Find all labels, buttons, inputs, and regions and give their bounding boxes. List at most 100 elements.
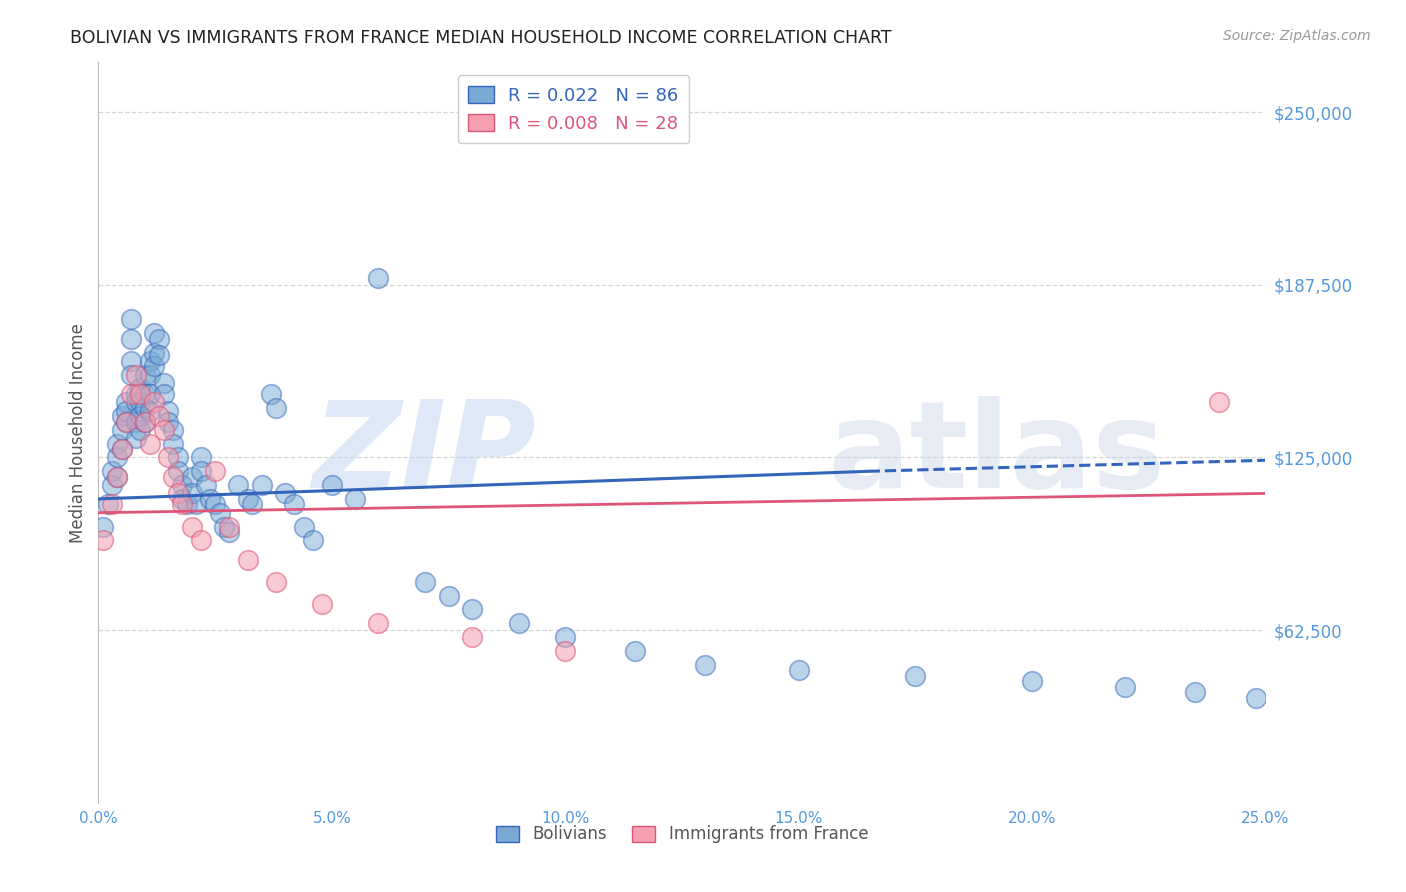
Point — [180, 486, 202, 500]
Point — [264, 401, 287, 415]
Point — [148, 332, 170, 346]
Point — [120, 312, 142, 326]
Point — [111, 423, 134, 437]
Point — [143, 326, 166, 341]
Point — [166, 450, 188, 465]
Point — [157, 450, 180, 465]
Point — [172, 478, 194, 492]
Point — [264, 574, 287, 589]
Point — [461, 630, 484, 644]
Point — [176, 498, 198, 512]
Point — [115, 415, 138, 429]
Text: Source: ZipAtlas.com: Source: ZipAtlas.com — [1223, 29, 1371, 43]
Point — [162, 423, 184, 437]
Point — [302, 533, 325, 548]
Point — [148, 348, 170, 362]
Point — [190, 450, 212, 465]
Point — [152, 376, 174, 390]
Point — [250, 478, 273, 492]
Point — [115, 415, 138, 429]
Point — [105, 470, 128, 484]
Point — [204, 498, 226, 512]
Point — [1208, 395, 1230, 409]
Point — [172, 498, 194, 512]
Point — [162, 470, 184, 484]
Point — [180, 519, 202, 533]
Point — [129, 381, 152, 395]
Point — [624, 644, 647, 658]
Point — [554, 644, 576, 658]
Point — [274, 486, 297, 500]
Point — [904, 669, 927, 683]
Point — [134, 401, 156, 415]
Point — [139, 403, 162, 417]
Point — [554, 630, 576, 644]
Point — [129, 409, 152, 423]
Point — [242, 498, 264, 512]
Point — [228, 478, 250, 492]
Point — [152, 423, 174, 437]
Text: ZIP: ZIP — [312, 396, 536, 513]
Point — [134, 415, 156, 429]
Point — [111, 442, 134, 457]
Point — [283, 498, 305, 512]
Text: BOLIVIAN VS IMMIGRANTS FROM FRANCE MEDIAN HOUSEHOLD INCOME CORRELATION CHART: BOLIVIAN VS IMMIGRANTS FROM FRANCE MEDIA… — [70, 29, 891, 46]
Point — [218, 519, 240, 533]
Point — [194, 478, 217, 492]
Point — [186, 498, 208, 512]
Point — [321, 478, 343, 492]
Point — [111, 409, 134, 423]
Point — [1184, 685, 1206, 699]
Point — [311, 597, 333, 611]
Point — [139, 387, 162, 401]
Point — [148, 409, 170, 423]
Point — [157, 415, 180, 429]
Point — [134, 415, 156, 429]
Point — [1021, 674, 1043, 689]
Point — [139, 353, 162, 368]
Point — [152, 387, 174, 401]
Point — [111, 442, 134, 457]
Point — [200, 491, 222, 506]
Point — [190, 464, 212, 478]
Point — [129, 423, 152, 437]
Text: atlas: atlas — [828, 396, 1166, 513]
Point — [125, 431, 148, 445]
Point — [180, 470, 202, 484]
Point — [129, 395, 152, 409]
Point — [413, 574, 436, 589]
Point — [125, 395, 148, 409]
Y-axis label: Median Household Income: Median Household Income — [69, 323, 87, 542]
Point — [166, 486, 188, 500]
Point — [125, 387, 148, 401]
Point — [125, 415, 148, 429]
Point — [437, 589, 460, 603]
Point — [190, 533, 212, 548]
Point — [105, 436, 128, 450]
Point — [134, 387, 156, 401]
Point — [162, 436, 184, 450]
Point — [120, 353, 142, 368]
Point — [139, 436, 162, 450]
Point — [208, 506, 231, 520]
Point — [105, 470, 128, 484]
Legend: Bolivians, Immigrants from France: Bolivians, Immigrants from France — [489, 819, 875, 850]
Point — [134, 368, 156, 382]
Point — [236, 552, 259, 566]
Point — [508, 616, 530, 631]
Point — [120, 387, 142, 401]
Point — [143, 395, 166, 409]
Point — [105, 450, 128, 465]
Point — [125, 368, 148, 382]
Point — [101, 464, 124, 478]
Point — [115, 403, 138, 417]
Point — [139, 368, 162, 382]
Point — [292, 519, 315, 533]
Point — [461, 602, 484, 616]
Point — [91, 519, 114, 533]
Point — [120, 368, 142, 382]
Point — [120, 332, 142, 346]
Point — [157, 403, 180, 417]
Point — [166, 464, 188, 478]
Point — [367, 271, 389, 285]
